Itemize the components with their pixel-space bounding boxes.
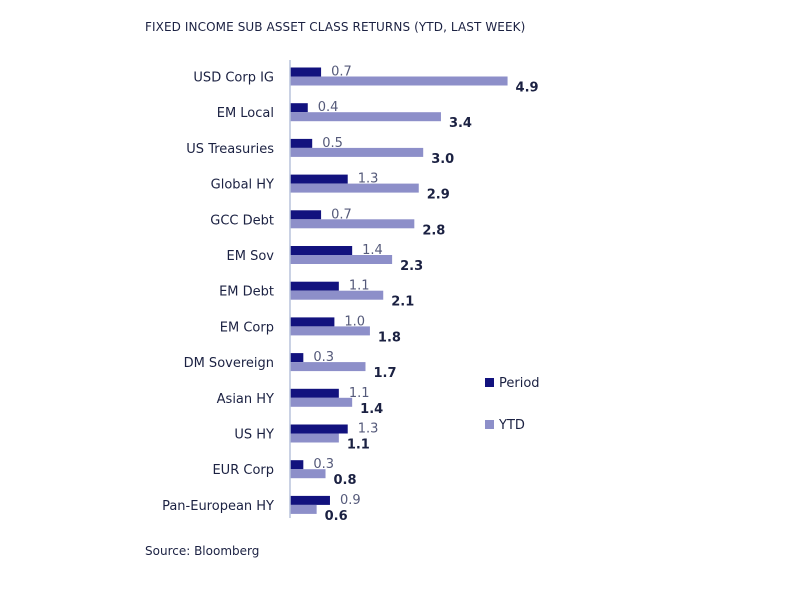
category-label-eur-corp: EUR Corp [212,463,274,478]
category-label-pan-european-hy: Pan-European HY [162,499,274,514]
source-note: Source: Bloomberg [145,544,260,558]
ytd-value-label-em-local: 3.4 [449,116,472,131]
period-bar-global-hy [290,174,348,184]
category-label-dm-sovereign: DM Sovereign [184,356,274,371]
category-label-global-hy: Global HY [211,178,274,193]
legend-label-ytd: YTD [498,418,525,433]
legend-swatch-period [485,378,494,387]
ytd-value-label-asian-hy: 1.4 [360,402,383,417]
period-bar-us-hy [290,424,348,434]
period-value-label-pan-european-hy: 0.9 [340,493,361,508]
category-label-em-sov: EM Sov [227,249,275,264]
ytd-value-label-usd-corp-ig: 4.9 [516,81,539,96]
category-label-us-hy: US HY [234,428,274,443]
chart-title: FIXED INCOME SUB ASSET CLASS RETURNS (YT… [145,20,526,34]
period-value-label-em-corp: 1.0 [344,314,365,329]
ytd-value-label-eur-corp: 0.8 [334,473,357,488]
category-label-gcc-debt: GCC Debt [210,213,274,228]
period-bar-em-local [290,103,308,113]
period-value-label-gcc-debt: 0.7 [331,207,352,222]
period-value-label-us-hy: 1.3 [358,422,379,437]
ytd-value-label-us-treasuries: 3.0 [431,152,454,167]
ytd-bar-em-local [290,112,441,122]
ytd-value-label-dm-sovereign: 1.7 [373,366,396,381]
ytd-bar-asian-hy [290,397,353,407]
ytd-value-label-em-sov: 2.3 [400,259,423,274]
period-value-label-em-debt: 1.1 [349,279,370,294]
ytd-bar-dm-sovereign [290,362,366,372]
period-value-label-asian-hy: 1.1 [349,386,370,401]
ytd-bar-em-debt [290,290,384,300]
ytd-bar-gcc-debt [290,219,415,229]
legend-swatch-ytd [485,420,494,429]
ytd-value-label-em-corp: 1.8 [378,330,401,345]
period-bar-gcc-debt [290,210,322,220]
period-value-label-em-local: 0.4 [318,100,339,115]
ytd-bar-eur-corp [290,469,326,479]
period-bar-em-sov [290,246,353,255]
category-label-usd-corp-ig: USD Corp IG [193,71,274,86]
period-bar-dm-sovereign [290,353,304,363]
period-bar-us-treasuries [290,138,313,148]
ytd-value-label-pan-european-hy: 0.6 [325,509,348,524]
category-label-em-debt: EM Debt [219,285,274,300]
ytd-bar-em-corp [290,326,370,336]
period-value-label-dm-sovereign: 0.3 [313,350,334,365]
category-label-us-treasuries: US Treasuries [186,142,274,157]
category-label-asian-hy: Asian HY [217,392,274,407]
period-bar-em-corp [290,317,335,327]
ytd-bar-pan-european-hy [290,504,317,514]
ytd-bar-us-hy [290,433,339,443]
period-value-label-em-sov: 1.4 [362,243,383,258]
ytd-bar-global-hy [290,183,419,193]
period-bar-eur-corp [290,460,304,470]
ytd-bar-us-treasuries [290,147,424,157]
period-bar-asian-hy [290,388,339,398]
ytd-bar-usd-corp-ig [290,76,508,86]
ytd-value-label-us-hy: 1.1 [347,438,370,453]
period-bar-pan-european-hy [290,495,330,505]
period-bar-usd-corp-ig [290,67,322,77]
ytd-bar-em-sov [290,255,393,264]
category-label-em-local: EM Local [217,106,274,121]
period-value-label-us-treasuries: 0.5 [322,136,343,151]
ytd-value-label-em-debt: 2.1 [391,295,414,310]
ytd-value-label-gcc-debt: 2.8 [422,223,445,238]
legend-label-period: Period [499,376,540,391]
period-value-label-usd-corp-ig: 0.7 [331,65,352,80]
ytd-value-label-global-hy: 2.9 [427,188,450,203]
period-bar-em-debt [290,281,339,291]
period-value-label-global-hy: 1.3 [358,172,379,187]
category-label-em-corp: EM Corp [220,320,274,335]
period-value-label-eur-corp: 0.3 [313,457,334,472]
